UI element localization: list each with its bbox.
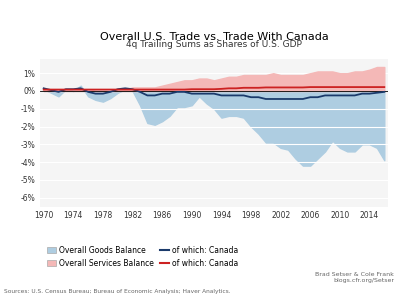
Text: Sources: U.S. Census Bureau; Bureau of Economic Analysis; Haver Analytics.: Sources: U.S. Census Bureau; Bureau of E…: [4, 289, 231, 294]
Text: 4q Trailing Sums as Shares of U.S. GDP: 4q Trailing Sums as Shares of U.S. GDP: [126, 40, 302, 49]
Legend: Overall Goods Balance, Overall Services Balance, of which: Canada, of which: Can: Overall Goods Balance, Overall Services …: [44, 243, 242, 271]
Title: Overall U.S. Trade vs. Trade With Canada: Overall U.S. Trade vs. Trade With Canada: [100, 32, 328, 42]
Text: Brad Setser & Cole Frank
blogs.cfr.org/Setser: Brad Setser & Cole Frank blogs.cfr.org/S…: [315, 272, 394, 283]
